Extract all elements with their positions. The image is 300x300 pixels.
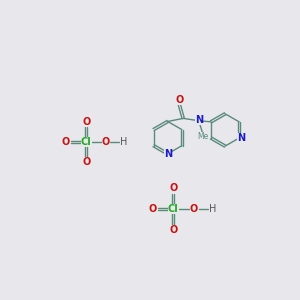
Text: O: O — [190, 204, 198, 214]
Text: H: H — [120, 137, 127, 147]
Text: O: O — [148, 204, 156, 214]
Text: Me: Me — [198, 132, 209, 141]
Text: O: O — [169, 184, 177, 194]
Text: O: O — [169, 225, 177, 235]
Text: N: N — [164, 149, 172, 159]
Text: Cl: Cl — [168, 204, 178, 214]
Text: O: O — [82, 117, 91, 127]
Text: H: H — [209, 204, 216, 214]
Text: O: O — [102, 137, 110, 147]
Text: N: N — [237, 133, 245, 143]
Text: Cl: Cl — [81, 137, 92, 147]
Text: N: N — [195, 115, 203, 125]
Text: O: O — [61, 137, 70, 147]
Text: O: O — [175, 95, 184, 105]
Text: O: O — [82, 157, 91, 167]
